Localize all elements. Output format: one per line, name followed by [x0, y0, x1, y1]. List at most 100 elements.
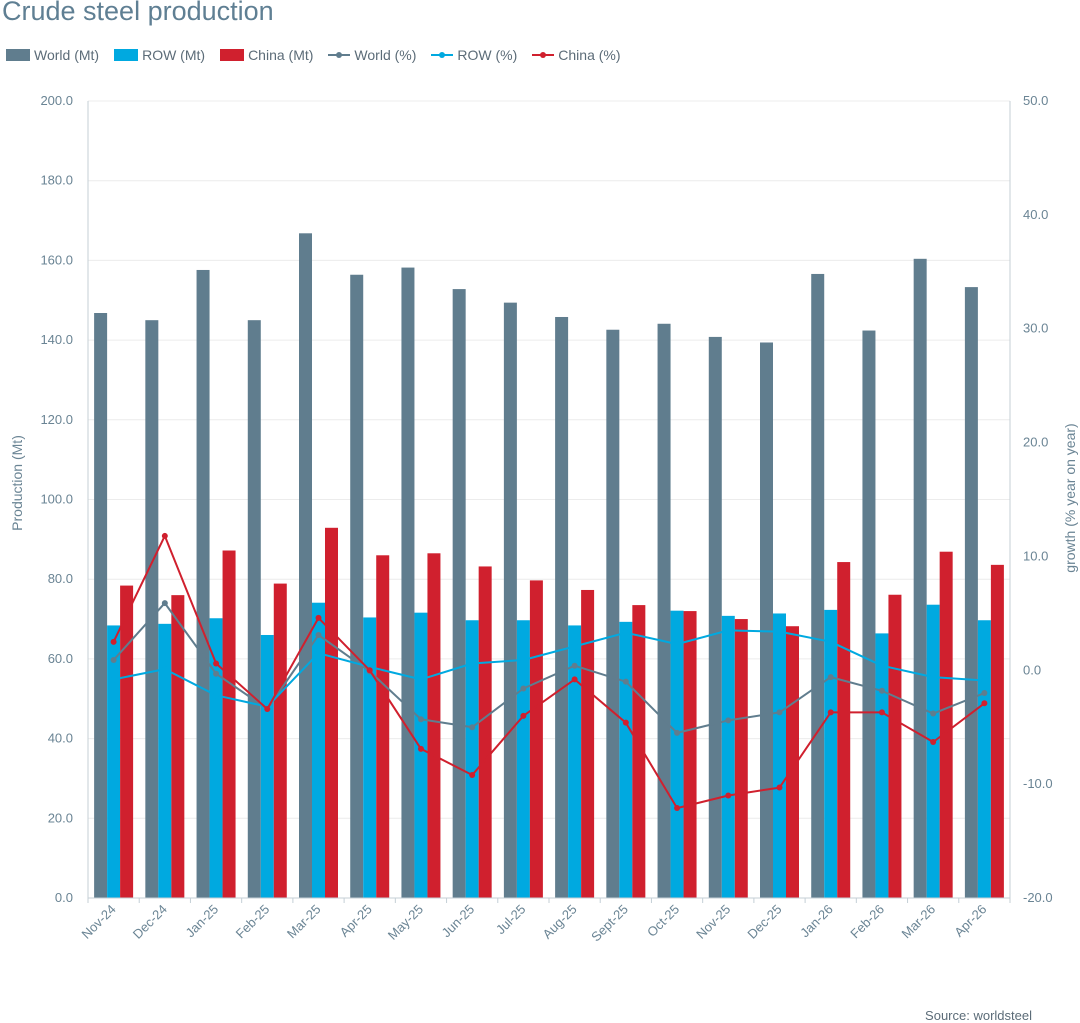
point-row[interactable] — [930, 674, 937, 681]
point-row[interactable] — [674, 641, 681, 648]
bar-world-mt[interactable] — [708, 336, 722, 898]
point-row[interactable] — [725, 627, 732, 634]
point-china[interactable] — [981, 700, 988, 707]
bar-world-mt[interactable] — [299, 233, 312, 898]
bar-china-mt[interactable] — [939, 551, 953, 898]
point-row[interactable] — [622, 629, 629, 636]
bar-row-mt[interactable] — [363, 617, 377, 898]
point-world[interactable] — [110, 657, 117, 664]
bar-row-mt[interactable] — [414, 612, 428, 898]
bar-china-mt[interactable] — [325, 527, 338, 898]
bar-world-mt[interactable] — [94, 313, 108, 898]
point-world[interactable] — [315, 631, 322, 638]
bar-world-mt[interactable] — [913, 258, 927, 898]
point-world[interactable] — [725, 717, 732, 724]
point-china[interactable] — [776, 784, 783, 791]
bar-world-mt[interactable] — [452, 289, 466, 898]
bar-china-mt[interactable] — [120, 585, 134, 898]
point-row[interactable] — [469, 660, 476, 667]
bar-world-mt[interactable] — [555, 316, 569, 898]
point-world[interactable] — [161, 600, 168, 607]
bar-china-mt[interactable] — [786, 626, 799, 898]
bar-row-mt[interactable] — [619, 621, 633, 898]
point-china[interactable] — [161, 532, 168, 539]
point-world[interactable] — [417, 716, 424, 723]
bar-world-mt[interactable] — [350, 274, 364, 899]
bar-china-mt[interactable] — [888, 594, 902, 898]
bar-row-mt[interactable] — [926, 604, 940, 898]
point-china[interactable] — [827, 709, 834, 716]
point-china[interactable] — [674, 805, 681, 812]
point-china[interactable] — [622, 719, 629, 726]
point-world[interactable] — [827, 674, 834, 681]
bar-world-mt[interactable] — [760, 342, 773, 899]
bar-row-mt[interactable] — [568, 625, 582, 898]
legend-item-world-pct[interactable]: World (%) — [328, 47, 416, 63]
bar-china-mt[interactable] — [222, 550, 236, 898]
point-china[interactable] — [469, 772, 476, 779]
bar-row-mt[interactable] — [260, 634, 274, 898]
bar-china-mt[interactable] — [376, 555, 390, 898]
point-china[interactable] — [417, 745, 424, 752]
point-row[interactable] — [520, 657, 527, 664]
bar-china-mt[interactable] — [837, 562, 851, 898]
bar-row-mt[interactable] — [465, 620, 479, 898]
bar-row-mt[interactable] — [312, 602, 325, 898]
bar-china-mt[interactable] — [529, 580, 543, 898]
point-row[interactable] — [827, 638, 834, 645]
point-row[interactable] — [315, 650, 322, 657]
bar-world-mt[interactable] — [862, 330, 876, 898]
bar-world-mt[interactable] — [196, 269, 210, 898]
point-china[interactable] — [110, 638, 117, 645]
point-row[interactable] — [417, 676, 424, 683]
point-world[interactable] — [981, 690, 988, 697]
point-row[interactable] — [161, 666, 168, 673]
point-china[interactable] — [930, 739, 937, 746]
legend-item-world-mt[interactable]: World (Mt) — [6, 47, 99, 63]
bar-row-mt[interactable] — [773, 613, 786, 898]
point-china[interactable] — [264, 705, 271, 712]
line-china[interactable] — [112, 534, 986, 810]
point-world[interactable] — [674, 729, 681, 736]
point-world[interactable] — [622, 678, 629, 685]
point-world[interactable] — [520, 685, 527, 692]
bar-row-mt[interactable] — [977, 620, 991, 898]
bar-china-mt[interactable] — [478, 566, 492, 898]
point-china[interactable] — [213, 660, 220, 667]
bar-china-mt[interactable] — [171, 595, 185, 898]
bar-world-mt[interactable] — [657, 323, 671, 899]
line-world[interactable] — [112, 602, 985, 734]
bar-row-mt[interactable] — [107, 625, 121, 898]
bar-row-mt[interactable] — [721, 615, 735, 898]
point-row[interactable] — [981, 677, 988, 684]
point-world[interactable] — [571, 662, 578, 669]
point-china[interactable] — [725, 792, 732, 799]
bar-world-mt[interactable] — [964, 287, 978, 898]
bar-row-mt[interactable] — [670, 610, 684, 898]
point-china[interactable] — [366, 667, 373, 674]
bar-china-mt[interactable] — [632, 605, 646, 898]
bar-world-mt[interactable] — [503, 302, 517, 898]
point-row[interactable] — [213, 692, 220, 699]
legend-item-row-mt[interactable]: ROW (Mt) — [114, 47, 205, 63]
bar-china-mt[interactable] — [427, 553, 441, 898]
point-row[interactable] — [776, 628, 783, 635]
bar-row-mt[interactable] — [516, 620, 530, 898]
bar-world-mt[interactable] — [606, 329, 620, 898]
bar-row-mt[interactable] — [824, 609, 838, 898]
legend-item-row-pct[interactable]: ROW (%) — [431, 47, 517, 63]
bar-china-mt[interactable] — [990, 564, 1004, 898]
bar-world-mt[interactable] — [145, 320, 159, 898]
bar-world-mt[interactable] — [811, 273, 825, 899]
point-row[interactable] — [571, 643, 578, 650]
point-china[interactable] — [878, 709, 885, 716]
bar-china-mt[interactable] — [683, 611, 697, 898]
bar-row-mt[interactable] — [158, 623, 172, 898]
point-world[interactable] — [878, 687, 885, 694]
line-row[interactable] — [113, 629, 985, 708]
point-row[interactable] — [110, 676, 117, 683]
point-world[interactable] — [469, 724, 476, 731]
point-china[interactable] — [315, 614, 322, 621]
point-china[interactable] — [571, 676, 578, 683]
bar-china-mt[interactable] — [734, 619, 748, 898]
